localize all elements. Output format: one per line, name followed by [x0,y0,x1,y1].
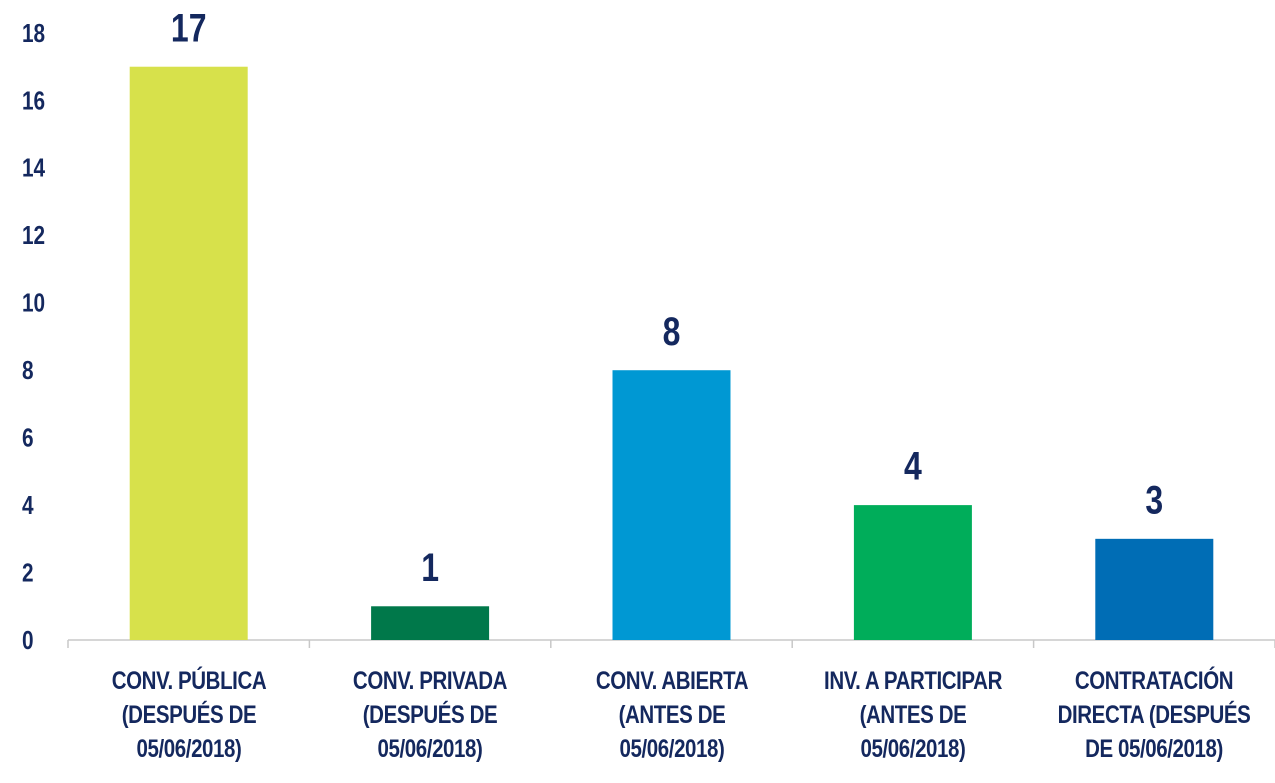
y-tick-label: 10 [22,288,45,317]
y-tick-label: 6 [22,423,34,452]
x-tick-label: CONTRATACIÓN DIRECTA (DESPUÉS DE 05/06/2… [1057,667,1251,763]
bar [612,370,731,640]
x-tick-label: CONV. PÚBLICA (DESPUÉS DE 05/06/2018) [111,667,266,763]
bar [853,505,972,640]
bar [129,66,248,640]
y-tick-label: 12 [22,221,45,250]
y-tick-label: 2 [22,558,34,587]
data-label: 1 [421,544,439,589]
y-tick-label: 14 [22,154,45,183]
bar [1095,538,1214,640]
y-tick-label: 16 [22,86,45,115]
bar [371,606,490,640]
y-tick-label: 0 [22,626,34,655]
y-tick-label: 18 [22,19,45,48]
x-tick-label: CONV. PRIVADA (DESPUÉS DE 05/06/2018) [353,667,508,763]
data-label: 17 [171,5,207,50]
x-tick-label: CONV. ABIERTA (ANTES DE 05/06/2018) [595,667,748,763]
data-label: 3 [1145,477,1163,522]
data-label: 4 [904,443,922,488]
y-tick-label: 4 [22,491,34,520]
data-label: 8 [663,308,681,353]
x-tick-label: INV. A PARTICIPAR (ANTES DE 05/06/2018) [823,667,1002,763]
y-tick-label: 8 [22,356,34,385]
